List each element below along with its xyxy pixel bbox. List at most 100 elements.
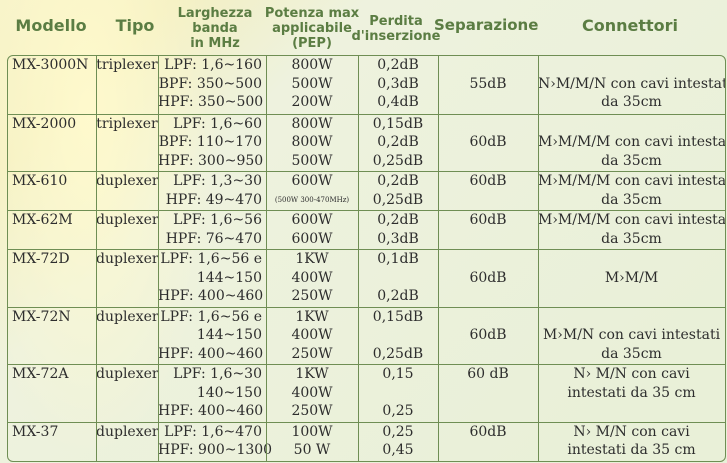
column-divider	[266, 422, 267, 461]
cell-connettori: M›M/M/M con cavi intestati da 35cm	[538, 211, 725, 250]
column-divider	[158, 114, 159, 172]
cell-banda-line: HPF: 400~460	[158, 345, 264, 362]
column-divider	[358, 250, 359, 308]
column-divider	[438, 211, 439, 250]
cell-banda-line: HPF: 300~950	[158, 152, 264, 169]
header-modello: Modello	[15, 16, 87, 35]
cell-modello-line: MX-72A	[12, 366, 69, 382]
cell-potenza-line: 800W	[291, 115, 333, 132]
cell-perdita-line: 0,2dB	[377, 57, 419, 73]
cell-tipo-line: triplexer	[96, 57, 158, 73]
column-divider	[158, 211, 159, 250]
cell-potenza-line: 250W	[291, 288, 333, 304]
cell-perdita-line: 0,1dB	[377, 251, 419, 267]
cell-potenza-line: 1KW	[295, 251, 329, 267]
column-divider	[96, 172, 97, 211]
cell-banda: LPF: 1,6~30 140~150 HPF: 400~460	[158, 365, 266, 423]
cell-connettori-line: da 35cm	[601, 152, 662, 169]
cell-separazione: 60dB	[438, 172, 538, 211]
cell-perdita: 0,2dB 0,3dB 0,4dB	[358, 56, 438, 114]
cell-banda-line: LPF: 1,6~56	[173, 212, 262, 228]
cell-potenza-line: 200W	[291, 94, 333, 110]
cell-perdita-line	[358, 326, 438, 345]
cell-potenza-line: 800W	[291, 134, 333, 150]
cell-tipo: duplexer	[96, 365, 159, 423]
table-row: MX-37 duplexer LPF: 1,6~470 HPF: 900~1300 10…	[8, 421, 725, 461]
cell-tipo-line: duplexer	[96, 173, 159, 189]
cell-tipo: triplexer	[96, 56, 158, 114]
cell-modello: MX-72A	[8, 365, 96, 423]
cell-connettori: M›M/M/M con cavi intestati da 35cm	[538, 115, 725, 173]
table-row: MX-2000 triplexer LPF: 1,6~60 BPF: 110~170 H…	[8, 113, 725, 173]
cell-modello-line: MX-3000N	[12, 57, 89, 73]
cell-potenza-line: 400W	[291, 269, 333, 286]
cell-separazione-line	[438, 115, 538, 134]
cell-banda: LPF: 1,6~56 e 144~150 HPF: 400~460	[158, 308, 266, 366]
cell-banda-line: LPF: 1,3~30	[173, 173, 262, 189]
column-divider	[96, 114, 97, 172]
cell-banda-line: LPF: 1,6~56 e	[160, 308, 262, 325]
column-divider	[358, 56, 359, 114]
cell-tipo-line: triplexer	[96, 115, 158, 132]
cell-potenza-line: 250W	[291, 403, 333, 419]
column-divider	[96, 422, 97, 461]
cell-tipo: duplexer	[96, 172, 159, 211]
column-divider	[266, 114, 267, 172]
column-divider	[538, 211, 539, 250]
cell-banda-line: HPF: 400~460	[158, 403, 264, 419]
cell-potenza-line: 400W	[291, 327, 333, 343]
column-divider	[438, 56, 439, 114]
column-divider	[96, 365, 97, 423]
column-divider	[358, 211, 359, 250]
cell-perdita-line: 0,3dB	[377, 230, 419, 247]
cell-potenza-line: 1KW	[295, 366, 329, 382]
cell-perdita: 0,2dB 0,3dB	[358, 211, 438, 250]
column-divider	[158, 365, 159, 423]
cell-banda: LPF: 1,6~60 BPF: 110~170 HPF: 300~950	[158, 115, 266, 173]
cell-connettori-line: da 35cm	[601, 94, 662, 110]
cell-modello: MX-610	[8, 172, 96, 211]
cell-connettori: M›M/N con cavi intestati da 35cm	[538, 308, 725, 366]
cell-connettori-line: intestati da 35 cm	[567, 384, 696, 401]
cell-perdita-line: 0,4dB	[377, 94, 419, 110]
cell-perdita-line: 0,25	[382, 423, 414, 440]
cell-banda: LPF: 1,3~30 HPF: 49~470	[158, 172, 266, 211]
cell-separazione: 60dB	[438, 308, 538, 366]
cell-modello: MX-2000	[8, 115, 96, 173]
cell-connettori-line: N› M/N con cavi	[573, 366, 690, 382]
cell-perdita: 0,15dB 0,2dB 0,25dB	[358, 115, 438, 173]
header-tipo: Tipo	[115, 16, 155, 35]
spec-table: MX-3000N triplexer LPF: 1,6~160 BPF: 350~50…	[7, 55, 726, 462]
cell-separazione-line: 60dB	[469, 327, 507, 343]
cell-potenza-line: 600W	[291, 173, 333, 189]
cell-banda-line: HPF: 76~470	[165, 230, 262, 247]
column-divider	[96, 250, 97, 308]
column-divider	[96, 307, 97, 365]
cell-connettori-line	[538, 402, 725, 421]
cell-potenza: 600W (500W 300-470MHz)	[266, 172, 358, 211]
cell-banda-line: LPF: 1,6~470	[164, 423, 262, 440]
cell-separazione-line: 60dB	[469, 269, 507, 286]
column-divider	[266, 56, 267, 114]
cell-potenza: 1KW 400W 250W	[266, 250, 358, 308]
column-divider	[438, 422, 439, 461]
cell-connettori: M›M/M	[538, 250, 725, 308]
column-divider	[358, 114, 359, 172]
cell-banda-line: BPF: 110~170	[158, 134, 262, 150]
cell-potenza: 600W 600W	[266, 211, 358, 250]
table-header: Modello Tipo Larghezza banda in MHz Pote…	[0, 0, 727, 60]
cell-connettori: M›M/M/M con cavi intestati da 35cm	[538, 172, 725, 211]
column-divider	[158, 56, 159, 114]
cell-perdita-line: 0,25dB	[372, 152, 424, 169]
cell-tipo: duplexer	[96, 308, 159, 366]
cell-tipo-line: duplexer	[96, 251, 159, 267]
cell-tipo-line: duplexer	[96, 212, 159, 228]
cell-perdita-line	[358, 269, 438, 288]
cell-perdita-line: 0,2dB	[377, 212, 419, 228]
cell-modello: MX-3000N	[8, 56, 96, 114]
cell-connettori-line	[538, 287, 725, 306]
cell-modello: MX-72D	[8, 250, 96, 308]
cell-separazione-line: 60 dB	[467, 366, 509, 382]
cell-perdita-line	[358, 384, 438, 403]
cell-modello: MX-62M	[8, 211, 96, 250]
